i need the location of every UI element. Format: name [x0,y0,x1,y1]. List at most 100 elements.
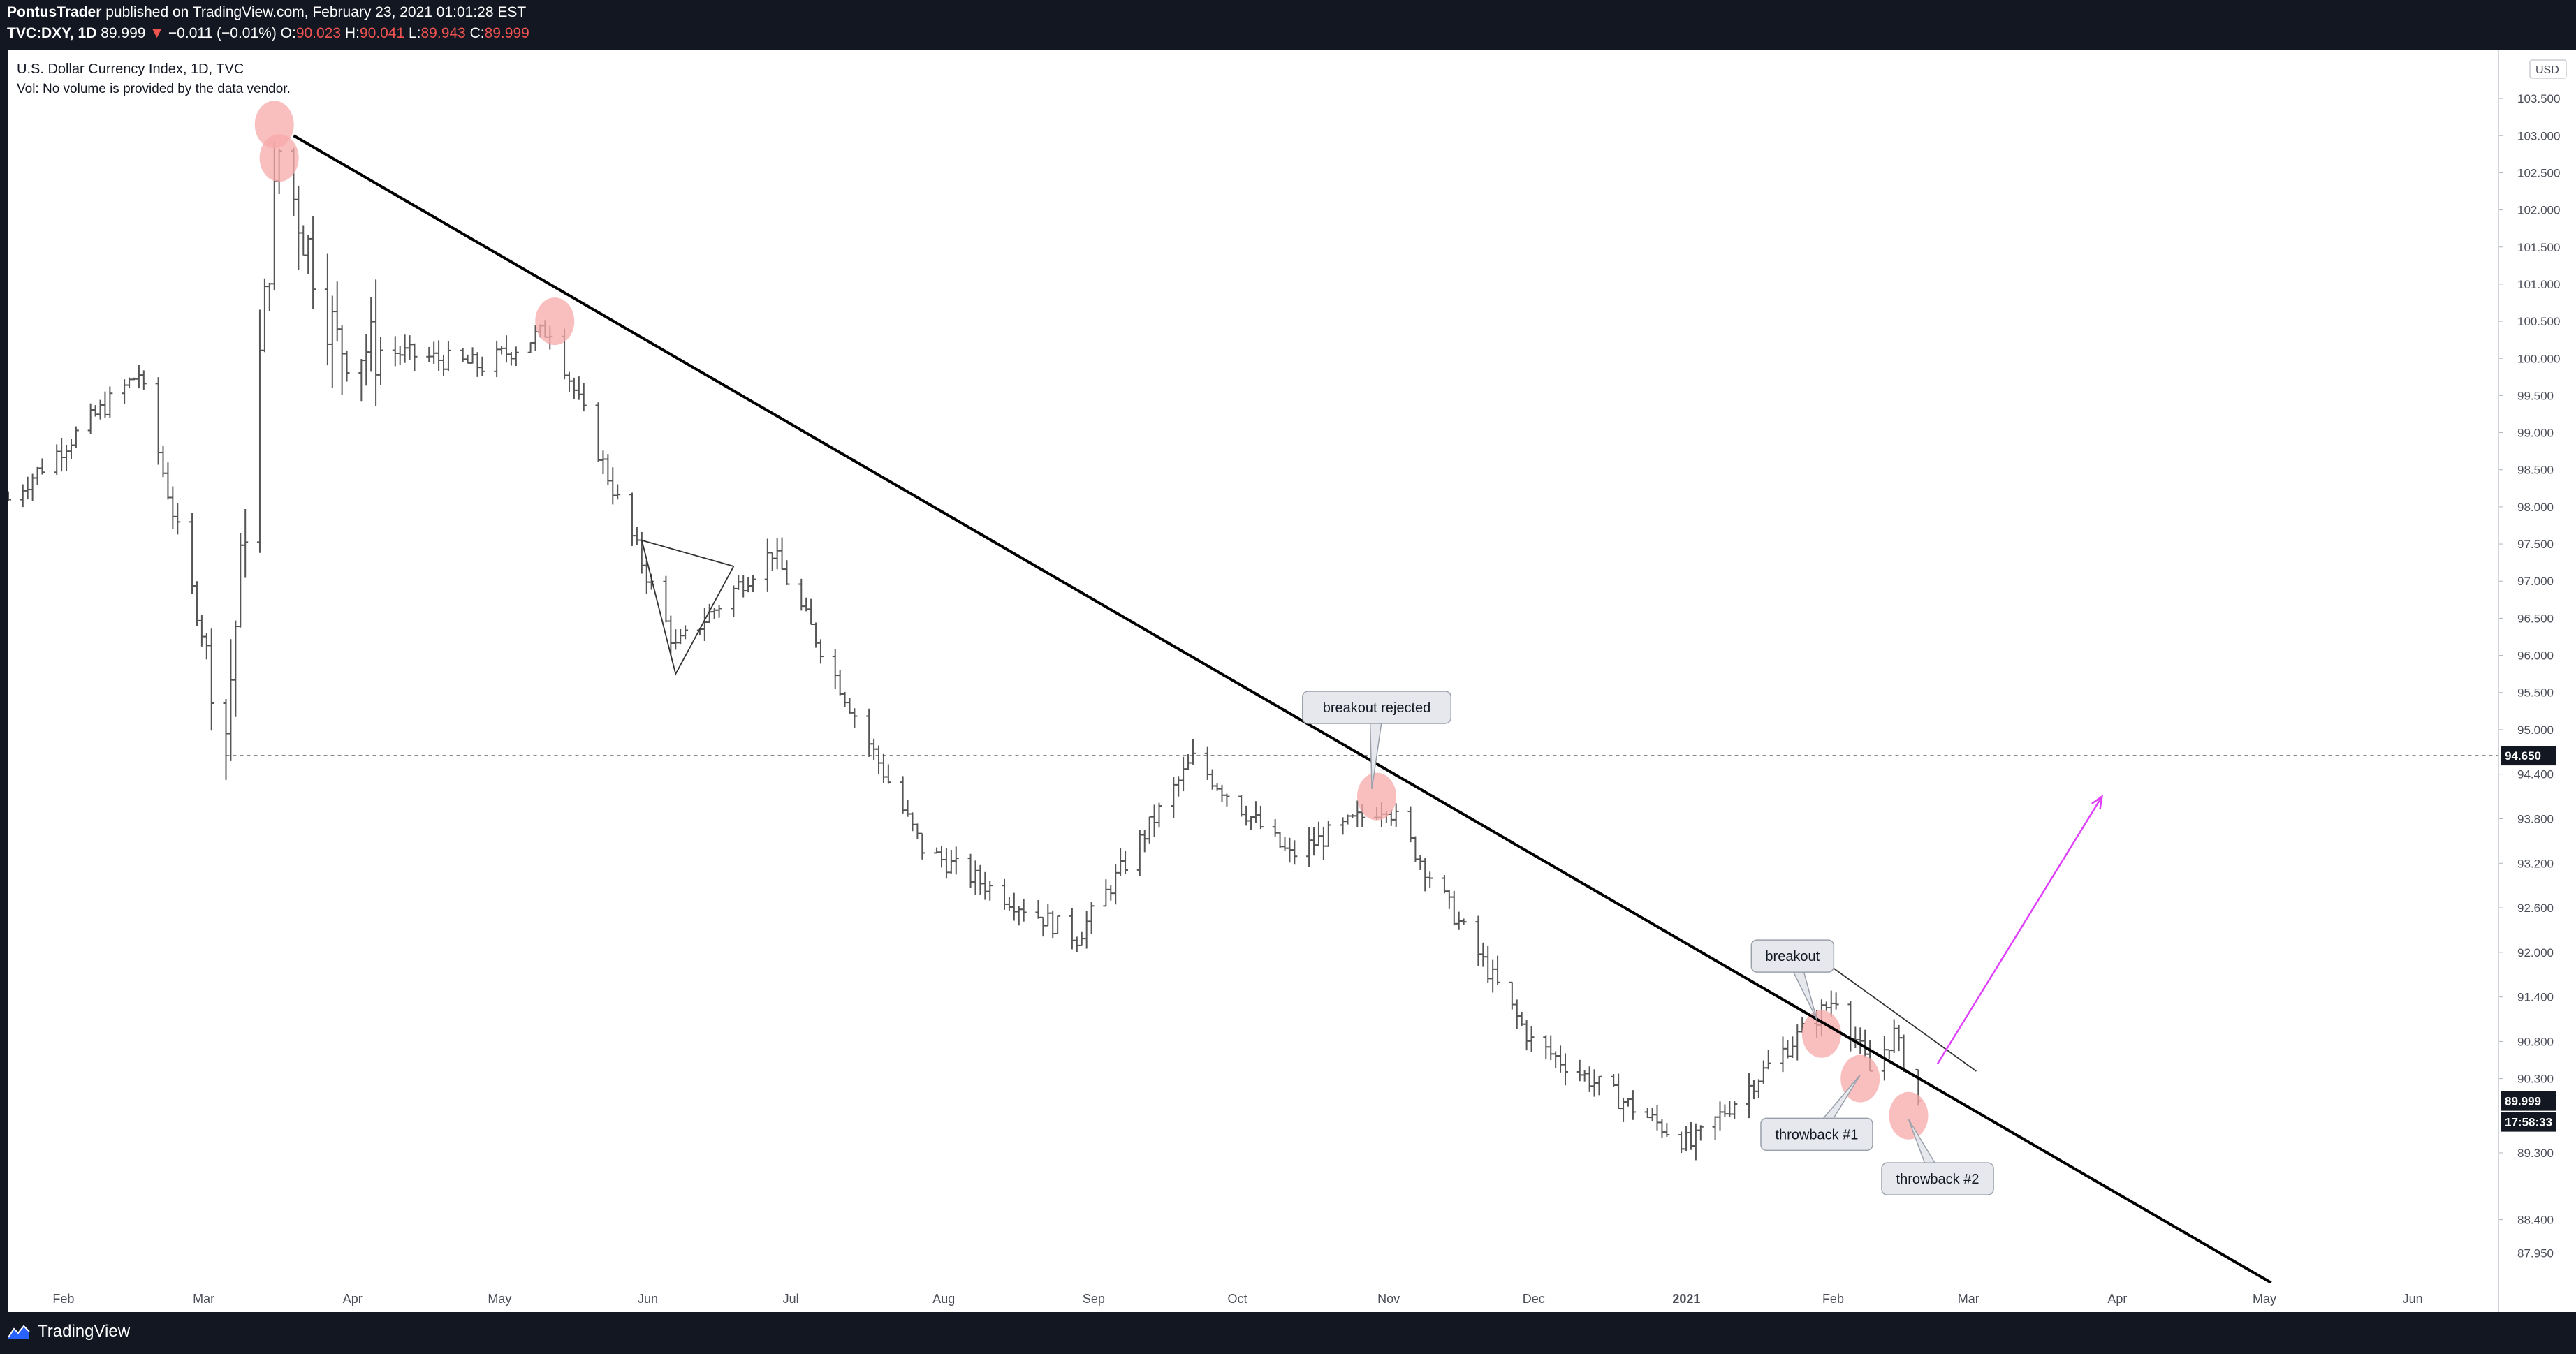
xtick-label: Jun [638,1292,658,1306]
ytick-label: 102.000 [2517,204,2560,217]
chart-pane[interactable]: breakout rejected breakout throwback #1 thr… [8,50,2498,1312]
ytick-label: 100.500 [2517,315,2560,328]
ohlc-bar [1625,1098,1631,1107]
ohlc-bar [1002,878,1007,910]
ohlc-bar [1558,1045,1564,1073]
ohlc-bar [1427,871,1433,888]
ohlc-bar [1896,1024,1902,1052]
ohlc-bar [1113,864,1119,905]
open-value: 90.023 [295,25,342,41]
ohlc-bar [900,776,906,814]
ohlc-bar [136,365,142,389]
ohlc-bar [1586,1066,1593,1092]
ohlc-bar [107,386,113,418]
ohlc-bar [193,581,200,626]
ohlc-bar [736,575,742,590]
ohlc-bar [847,698,853,714]
ytick-label: 92.600 [2517,902,2554,915]
low-value: 89.943 [420,25,466,41]
triangle-pattern [641,539,735,676]
ohlc-bar [566,371,572,392]
ohlc-bar [1480,942,1486,967]
ohlc-bar [629,492,635,546]
last-price: 89.999 [101,25,146,41]
ytick-label: 93.200 [2517,857,2554,870]
tradingview-logo[interactable]: TradingView [7,1322,130,1341]
ohlc-bar [1257,805,1264,830]
footer-brand: TradingView [38,1322,131,1341]
ohlc-bar [817,639,824,664]
ohlc-bar [1156,802,1162,828]
ohlc-bar [392,336,398,367]
ohlc-bar [1785,1040,1791,1059]
ohlc-bar [402,334,408,363]
ytick-label: 92.000 [2517,946,2554,959]
ohlc-bar [919,832,925,860]
callout: breakout rejected [1302,691,1452,790]
ohlc-bar [426,346,432,362]
publisher-name[interactable]: PontusTrader [7,4,102,20]
xtick-label: Aug [932,1292,955,1306]
ohlc-bar [411,343,418,371]
last-price-badge [2501,1091,2556,1111]
ohlc-bar [92,405,98,417]
ohlc-bars [8,141,1922,1161]
ohlc-bar [1146,816,1152,844]
time-axis[interactable]: Feb Mar Apr May Jun Jul Aug Sep Oct Nov Dec 2021 Feb… [8,1283,2498,1313]
ytick-label: 101.500 [2517,241,2560,254]
ohlc-bar [939,846,945,868]
ohlc-bar [1219,784,1225,802]
ohlc-bar [68,439,74,459]
ohlc-bar [233,620,239,717]
ohlc-bar [1277,832,1283,848]
ohlc-bar [668,615,674,657]
ohlc-bar [1306,827,1312,867]
ohlc-bar [1543,1035,1549,1060]
ohlc-bar [460,348,466,362]
ohlc-bar [784,560,790,585]
ohlc-bar [1417,855,1424,870]
high-label: H: [344,25,360,41]
ohlc-bar [441,355,447,376]
publisher-line: PontusTrader published on TradingView.co… [7,4,526,21]
footer-bar: TradingView [0,1312,2576,1354]
ohlc-bar [1141,830,1148,853]
xtick-label: Apr [2107,1292,2127,1306]
ohlc-bar [1755,1079,1762,1098]
callout-label: throwback #1 [1775,1127,1858,1142]
price-chart[interactable]: breakout rejected breakout throwback #1 thr… [8,50,2498,1283]
price-axis[interactable]: 1088.40089.30090.30090.80091.40092.00092… [2498,50,2576,1312]
ohlc-bar [745,577,752,593]
projection-arrow-head [2091,794,2104,809]
ohlc-bar [1644,1108,1651,1119]
level-badge-label: 94.650 [2505,749,2541,763]
ohlc-bar [905,800,911,817]
ytick-label: 103.500 [2517,92,2560,105]
ohlc-bar [1180,756,1187,792]
ohlc-bar [982,871,988,900]
ohlc-bar [934,847,940,854]
last-price-label: 89.999 [2505,1095,2541,1108]
ohlc-bar [198,615,205,647]
ytick-label: 101.000 [2517,278,2560,291]
ohlc-bar [24,476,31,500]
ohlc-bar [885,764,891,784]
ohlc-bar [871,738,877,760]
ohlc-bar [1727,1101,1733,1118]
ytick-label: 97.500 [2517,538,2554,551]
ohlc-bar [580,382,587,412]
ohlc-bar [1562,1053,1568,1086]
ohlc-bar [615,484,621,500]
ohlc-bar [1664,1123,1670,1137]
ohlc-bar [1901,1034,1907,1073]
callout: throwback #2 [1881,1119,1994,1195]
ohlc-bar [1243,805,1250,826]
ohlc-bar [508,351,514,366]
ohlc-bar [1732,1101,1738,1119]
ohlc-bar [223,699,229,780]
ytick-label: 90.800 [2517,1035,2554,1048]
ohlc-bar [571,377,577,399]
ohlc-bar [1412,836,1419,862]
ohlc-bar [445,341,451,371]
ohlc-bar [1514,999,1520,1029]
